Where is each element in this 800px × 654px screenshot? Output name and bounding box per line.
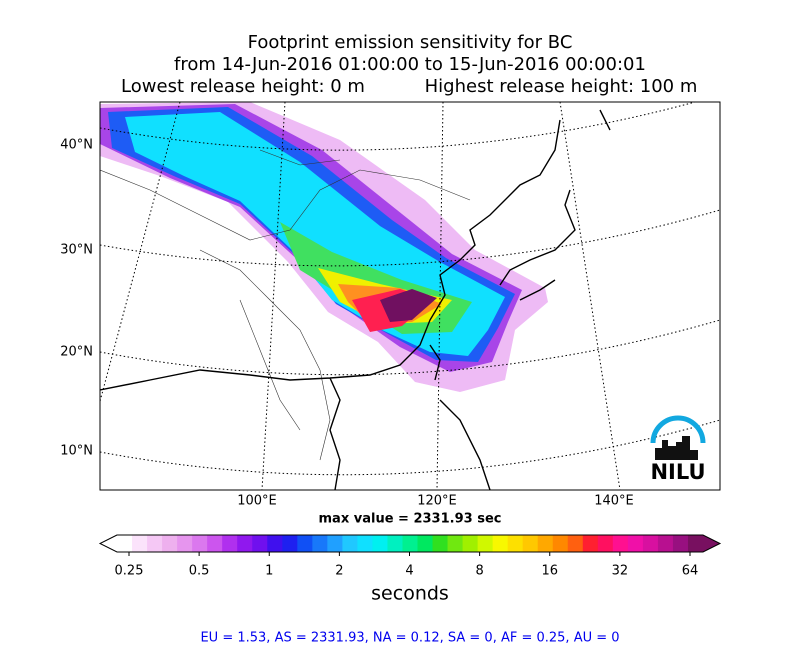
- lat-label: 20°N: [60, 345, 93, 360]
- colorbar-tick-label: 0.25: [115, 564, 144, 579]
- plume: [380, 289, 437, 322]
- colorbar-segment: [237, 535, 253, 552]
- colorbar-segment: [387, 535, 403, 552]
- colorbar-segment: [222, 535, 238, 552]
- colorbar-segment: [312, 535, 328, 552]
- footer: EU = 1.53, AS = 2331.93, NA = 0.12, SA =…: [200, 631, 619, 646]
- colorbar-segment: [462, 535, 479, 552]
- colorbar-segment: [657, 535, 674, 552]
- logo-text: NILU: [650, 460, 705, 484]
- colorbar-tick-label: 4: [405, 564, 413, 579]
- lon-label: 120°E: [417, 494, 457, 509]
- title-line: Footprint emission sensitivity for BC: [248, 32, 573, 53]
- colorbar-segment: [282, 535, 298, 552]
- lat-label: 40°N: [60, 138, 93, 153]
- colorbar-segment: [537, 535, 554, 552]
- colorbar-tick-label: 16: [541, 564, 558, 579]
- colorbar-segment: [687, 535, 704, 552]
- colorbar-segment: [522, 535, 539, 552]
- colorbar-tick-label: 1: [265, 564, 273, 579]
- colorbar-segment: [252, 535, 268, 552]
- colorbar-segment: [192, 535, 208, 552]
- title-highest: Highest release height: 100 m: [425, 76, 698, 97]
- colorbar-tick-label: 8: [475, 564, 483, 579]
- colorbar-segment: [147, 535, 163, 552]
- colorbar-tick-label: 0.5: [189, 564, 210, 579]
- colorbar-segment: [417, 535, 434, 552]
- colorbar-segment: [117, 535, 133, 552]
- border: [100, 149, 471, 461]
- map-frame: [99, 101, 721, 491]
- lon-label: 100°E: [237, 494, 277, 509]
- colorbar: 0.25 0.5 1 2 4 8 16 32 64: [98, 534, 722, 579]
- colorbar-segment: [627, 535, 644, 552]
- colorbar-segment: [267, 535, 283, 552]
- map: [100, 102, 720, 490]
- lat-label: 30°N: [60, 243, 93, 258]
- colorbar-segment: [207, 535, 223, 552]
- colorbar-segment: [492, 535, 509, 552]
- title-lowest: Lowest release height: 0 m: [121, 76, 365, 97]
- colorbar-segment: [432, 535, 449, 552]
- colorbar-tick-label: 2: [335, 564, 343, 579]
- colorbar-outline: [98, 534, 722, 553]
- colorbar-segment: [177, 535, 193, 552]
- colorbar-segment: [402, 535, 419, 552]
- colorbar-segment: [567, 535, 584, 552]
- colorbar-segment: [162, 535, 178, 552]
- colorbar-segment: [342, 535, 358, 552]
- colorbar-segment: [582, 535, 599, 552]
- colorbar-segment: [642, 535, 659, 552]
- colorbar-segment: [357, 535, 373, 552]
- colorbar-segment: [297, 535, 313, 552]
- colorbar-segment: [447, 535, 464, 552]
- lon-label: 140°E: [594, 494, 634, 509]
- colorbar-extend: [703, 535, 720, 552]
- colorbar-segment: [612, 535, 629, 552]
- title-line: from 14-Jun-2016 01:00:00 to 15-Jun-2016…: [174, 54, 646, 75]
- colorbar-segment: [672, 535, 689, 552]
- colorbar-label: seconds: [371, 583, 449, 605]
- colorbar-segment: [507, 535, 524, 552]
- colorbar-segment: [132, 535, 148, 552]
- colorbar-segment: [477, 535, 494, 552]
- colorbar-segment: [597, 535, 614, 552]
- colorbar-segment: [372, 535, 388, 552]
- colorbar-tick-label: 64: [682, 564, 699, 579]
- lat-label: 10°N: [60, 444, 93, 459]
- coastline: [100, 109, 611, 490]
- colorbar-segment: [552, 535, 569, 552]
- colorbar-segment: [327, 535, 343, 552]
- graticule: [100, 102, 720, 490]
- colorbar-tick-label: 32: [612, 564, 629, 579]
- colorbar-extend: [100, 535, 117, 552]
- logo: NILU: [650, 415, 706, 484]
- max-value: max value = 2331.93 sec: [319, 512, 502, 527]
